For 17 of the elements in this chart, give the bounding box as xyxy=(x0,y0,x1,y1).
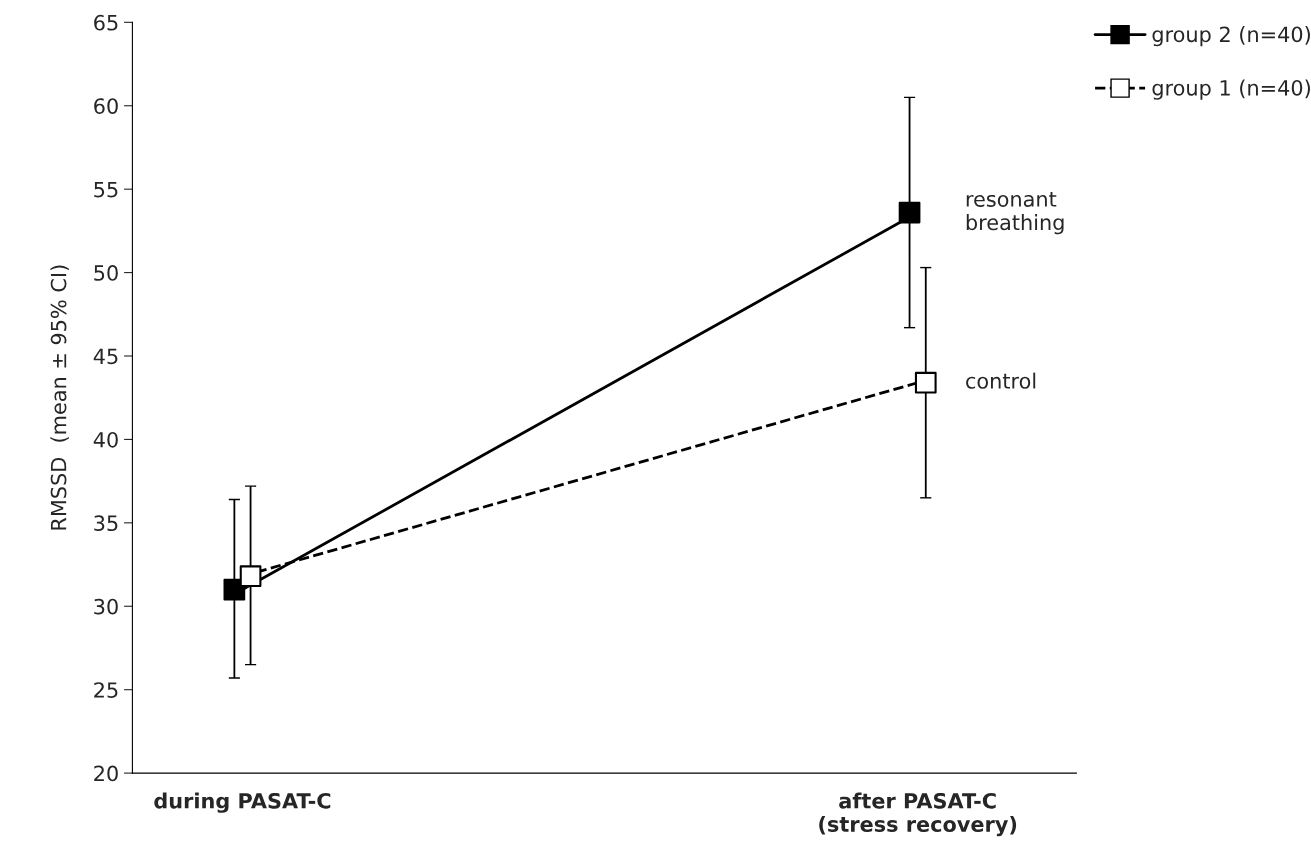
y-tick-label: 35 xyxy=(94,515,118,532)
y-tick-label: 30 xyxy=(94,598,118,615)
y-tick-label: 40 xyxy=(93,431,118,448)
legend-label: group 2 (n=40) xyxy=(1152,26,1310,47)
annotation: control xyxy=(966,372,1036,389)
x-tick-label: during PASAT-C xyxy=(154,792,331,813)
y-tick-label: 25 xyxy=(94,682,118,698)
y-tick-label: 60 xyxy=(94,98,118,114)
y-tick-label: 20 xyxy=(94,765,118,782)
annotation: resonant breathing xyxy=(966,191,1064,235)
y-tick-label: 65 xyxy=(94,14,118,31)
y-tick-label: 55 xyxy=(94,181,118,198)
y-tick-label: 50 xyxy=(94,265,118,281)
legend-label: group 1 (n=40) xyxy=(1152,79,1310,100)
x-tick-label: after PASAT-C (stress recovery) xyxy=(819,792,1017,837)
y-axis-title: RMSSD (mean ± 95% CI) xyxy=(50,265,69,530)
y-tick-label: 45 xyxy=(93,348,118,365)
